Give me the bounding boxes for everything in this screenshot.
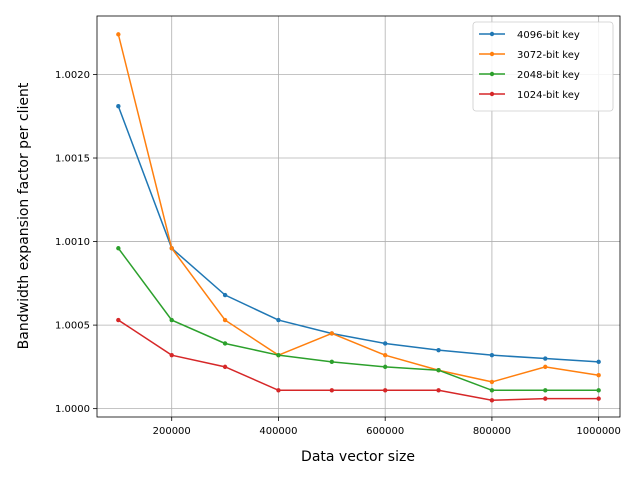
data-point <box>116 246 121 251</box>
legend-entry: 1024-bit key <box>479 90 580 101</box>
series-line <box>117 247 599 392</box>
legend-label: 3072-bit key <box>517 50 580 61</box>
data-point <box>276 352 281 358</box>
data-point <box>329 331 335 336</box>
data-point <box>222 317 228 323</box>
x-tick-label: 400000 <box>259 426 297 437</box>
data-point <box>382 341 388 346</box>
series-line <box>117 34 599 383</box>
data-point <box>382 364 388 370</box>
legend-label: 1024-bit key <box>517 90 580 101</box>
legend-entry: 2048-bit key <box>479 70 580 81</box>
legend-marker <box>489 71 495 77</box>
x-tick-label: 800000 <box>473 426 511 437</box>
x-tick-label: 1000000 <box>576 426 621 437</box>
legend-box <box>472 21 614 112</box>
data-point <box>169 246 174 251</box>
x-axis-ticks: 200000 400000 600000 800000 1000000 <box>153 417 621 437</box>
data-point <box>382 388 388 393</box>
data-point <box>436 368 441 373</box>
data-point <box>276 388 281 393</box>
data-point <box>116 317 121 323</box>
data-point <box>596 359 601 365</box>
legend-entry: 3072-bit key <box>479 50 580 61</box>
data-point <box>222 364 228 370</box>
legend: 4096-bit key 3072-bit key 2048-bit key 1024… <box>472 21 614 112</box>
y-axis-ticks: 1.0000 1.0005 1.0010 1.0015 1.0020 <box>55 70 97 415</box>
data-point <box>543 396 548 401</box>
series-line <box>117 105 599 363</box>
data-point <box>436 388 441 393</box>
y-tick-label: 1.0005 <box>55 321 90 332</box>
series-line <box>117 319 599 402</box>
series-4 <box>116 317 601 403</box>
data-point <box>436 347 441 353</box>
data-point <box>489 388 495 393</box>
x-tick-label: 200000 <box>153 426 191 437</box>
series-lines <box>116 32 601 403</box>
x-axis-label: Data vector size <box>301 449 415 465</box>
data-point <box>596 396 601 401</box>
data-point <box>222 341 228 346</box>
y-tick-label: 1.0000 <box>55 404 90 415</box>
legend-marker <box>489 51 495 57</box>
data-point <box>222 292 228 298</box>
plot-frame <box>96 15 621 418</box>
data-point <box>543 356 548 361</box>
legend-marker <box>489 91 495 97</box>
data-point <box>116 104 121 109</box>
legend-marker <box>489 31 495 37</box>
data-point <box>382 352 388 358</box>
y-tick-label: 1.0010 <box>55 237 90 248</box>
data-point <box>329 359 335 365</box>
data-point <box>489 379 495 385</box>
y-axis-label: Bandwidth expansion factor per client <box>16 82 32 349</box>
data-point <box>169 352 174 358</box>
data-point <box>596 373 601 378</box>
data-point <box>329 388 335 393</box>
x-tick-label: 600000 <box>366 426 404 437</box>
data-point <box>489 398 495 403</box>
data-point <box>543 388 548 393</box>
series-3 <box>116 246 601 393</box>
legend-label: 2048-bit key <box>517 70 580 81</box>
legend-label: 4096-bit key <box>517 30 580 41</box>
data-point <box>596 388 601 393</box>
data-point <box>169 317 174 323</box>
data-point <box>276 317 281 323</box>
legend-entry: 4096-bit key <box>479 30 580 41</box>
data-point <box>116 32 121 37</box>
data-point <box>489 352 495 358</box>
y-tick-label: 1.0015 <box>55 154 90 165</box>
data-point <box>543 364 548 370</box>
y-tick-label: 1.0020 <box>55 70 90 81</box>
